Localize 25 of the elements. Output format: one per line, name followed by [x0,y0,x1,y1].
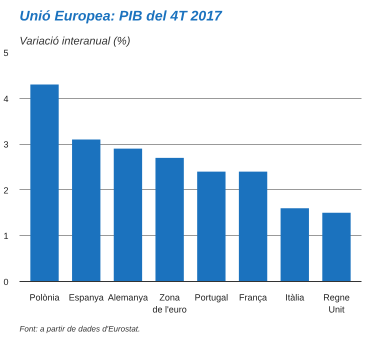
text: Font: a partir de dades d'Eurostat. [20,324,140,334]
x-tick-label: Polònia [30,292,60,302]
x-tick-label: Zona de l'euro [152,292,187,314]
x-tick-label: Itàlia [285,292,304,302]
bar [197,172,226,282]
y-tick-label: 3 [3,140,9,150]
y-tick-label: 1 [3,231,9,242]
bar [280,208,309,282]
bar [114,148,142,282]
chart-title: Unió Europea: PIB del 4T 2017 [20,8,223,24]
bar [238,172,268,282]
x-tick-label: Espanya [68,292,104,302]
bar [72,140,100,282]
bar [155,158,184,282]
chart-subtitle: Variació interanual (%) [20,36,131,48]
bar [322,212,351,282]
y-tick-label: 5 [3,48,9,58]
x-tick-label: França [239,292,268,302]
x-tick-label: Alemanya [108,292,148,302]
x-tick-label: Regne Unit [323,292,350,314]
bar [30,84,59,282]
y-tick-label: 2 [3,185,9,196]
y-tick-label: 4 [3,94,9,104]
y-tick-label: 0 [3,277,9,287]
x-tick-label: Portugal [194,292,228,302]
